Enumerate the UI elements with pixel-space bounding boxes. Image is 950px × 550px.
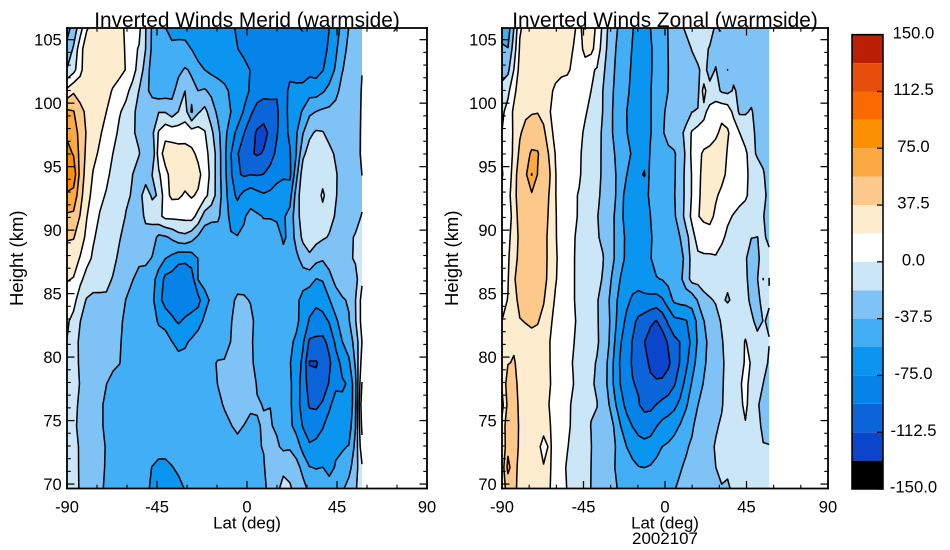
svg-text:45: 45 [328, 497, 346, 516]
svg-text:112.5: 112.5 [893, 80, 933, 99]
svg-text:Height (km): Height (km) [441, 211, 462, 306]
svg-text:100: 100 [34, 94, 62, 113]
svg-text:85: 85 [478, 285, 496, 304]
svg-text:70: 70 [478, 475, 496, 494]
svg-text:-75.0: -75.0 [895, 364, 933, 383]
svg-text:-150.0: -150.0 [890, 478, 937, 497]
svg-text:90: 90 [418, 497, 436, 516]
svg-text:80: 80 [478, 348, 496, 367]
svg-text:80: 80 [43, 348, 61, 367]
svg-text:-90: -90 [490, 497, 514, 516]
svg-text:-37.5: -37.5 [895, 307, 933, 326]
svg-text:90: 90 [819, 497, 837, 516]
svg-text:37.5: 37.5 [897, 194, 929, 213]
svg-text:75: 75 [43, 412, 61, 431]
svg-text:90: 90 [478, 221, 496, 240]
svg-text:2002107: 2002107 [632, 529, 698, 548]
svg-text:105: 105 [469, 31, 497, 50]
svg-text:105: 105 [34, 31, 62, 50]
svg-text:Lat (deg): Lat (deg) [631, 514, 699, 533]
svg-text:95: 95 [478, 158, 496, 177]
svg-text:0.0: 0.0 [902, 250, 925, 269]
svg-text:85: 85 [43, 285, 61, 304]
svg-text:-112.5: -112.5 [890, 421, 936, 440]
svg-text:0: 0 [242, 497, 251, 516]
svg-text:70: 70 [43, 475, 61, 494]
svg-text:-45: -45 [572, 497, 596, 516]
svg-text:75: 75 [478, 412, 496, 431]
svg-text:Height (km): Height (km) [6, 211, 27, 306]
svg-text:0: 0 [660, 497, 669, 516]
svg-text:100: 100 [469, 94, 497, 113]
svg-text:95: 95 [43, 158, 61, 177]
svg-text:-90: -90 [55, 497, 79, 516]
svg-text:90: 90 [43, 221, 61, 240]
svg-text:Inverted Winds Zonal (warmside: Inverted Winds Zonal (warmside) [512, 9, 818, 32]
svg-text:Inverted Winds Merid (warmside: Inverted Winds Merid (warmside) [94, 9, 400, 32]
svg-text:Lat (deg): Lat (deg) [213, 514, 281, 533]
svg-text:75.0: 75.0 [897, 137, 929, 156]
svg-text:150.0: 150.0 [893, 23, 935, 42]
svg-text:45: 45 [737, 497, 755, 516]
svg-text:-45: -45 [145, 497, 169, 516]
